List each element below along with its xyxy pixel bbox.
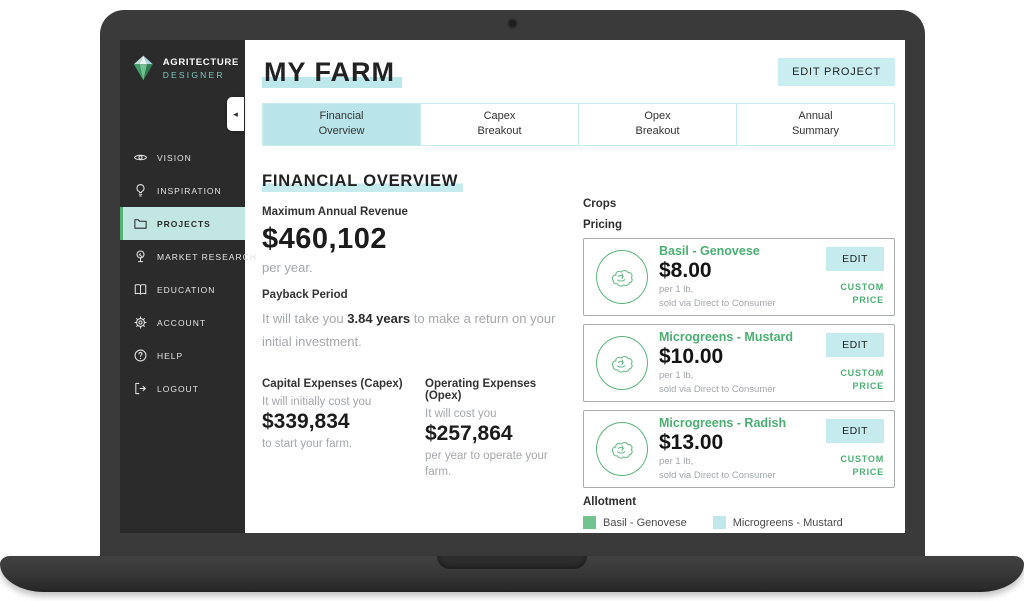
edit-crop-button[interactable]: EDIT (826, 247, 884, 272)
crop-plant-icon (596, 422, 648, 477)
app-window: AGRITECTURE DESIGNER ◂ VISION (120, 40, 905, 533)
allotment-legend: Basil - Genovese Microgreens - Mustard (583, 516, 895, 530)
crop-price: $13.00 (659, 431, 724, 455)
legend-item: Basil - Genovese (583, 516, 687, 530)
sidebar-item-education[interactable]: EDUCATION (120, 273, 245, 306)
capex-label: Capital Expenses (Capex) (262, 377, 403, 390)
custom-price-badge: CUSTOM PRICE (840, 367, 884, 391)
edit-crop-button[interactable]: EDIT (826, 333, 884, 358)
crop-card-microgreens-mustard: Microgreens - Mustard $10.00 per 1 lb, s… (583, 324, 895, 403)
capex-block: Capital Expenses (Capex) It will initial… (262, 378, 425, 481)
laptop-frame: AGRITECTURE DESIGNER ◂ VISION (100, 10, 925, 558)
question-icon (134, 349, 147, 362)
revenue-amount: $460,102 (262, 223, 387, 256)
sidebar-item-vision[interactable]: VISION (120, 141, 245, 174)
laptop-notch (437, 556, 587, 569)
eye-icon (133, 154, 148, 161)
sidebar-item-label: PROJECTS (157, 218, 211, 229)
crops-section: Crops Pricing (583, 172, 895, 533)
sidebar: AGRITECTURE DESIGNER ◂ VISION (120, 40, 256, 533)
sidebar-item-label: VISION (157, 152, 192, 163)
capex-amount: $339,834 (262, 409, 350, 433)
sidebar-item-market-research[interactable]: MARKET RESEARCH (120, 240, 256, 273)
sidebar-item-label: EDUCATION (157, 284, 216, 295)
edit-crop-button[interactable]: EDIT (826, 419, 884, 444)
crops-label: Crops (583, 198, 617, 211)
logout-icon (135, 382, 146, 395)
crop-card-microgreens-radish: Microgreens - Radish $13.00 per 1 lb, so… (583, 410, 895, 489)
opex-label: Operating Expenses (Opex) (425, 377, 537, 402)
tab-capex-breakout[interactable]: Capex Breakout (421, 104, 579, 146)
tab-opex-breakout[interactable]: Opex Breakout (579, 104, 737, 146)
main-content: MY FARM EDIT PROJECT Financial Overview … (245, 40, 905, 533)
sidebar-item-label: HELP (157, 350, 184, 361)
gear-icon (134, 316, 147, 329)
brand-name: AGRITECTURE (162, 56, 239, 68)
sidebar-collapse-button[interactable]: ◂ (227, 97, 244, 131)
sidebar-item-label: MARKET RESEARCH (157, 251, 257, 262)
sidebar-item-label: INSPIRATION (157, 185, 222, 196)
sidebar-nav: VISION INSPIRATION PROJECTS (120, 141, 256, 405)
lightbulb-icon (136, 184, 145, 197)
custom-price-badge: CUSTOM PRICE (840, 281, 884, 305)
chevron-left-icon: ◂ (233, 108, 238, 119)
tab-annual-summary[interactable]: Annual Summary (737, 104, 894, 146)
section-heading: FINANCIAL OVERVIEW (262, 172, 464, 193)
legend-swatch (583, 516, 596, 530)
brand-logo: AGRITECTURE DESIGNER (120, 40, 245, 83)
page-title: MY FARM (262, 58, 403, 89)
crop-name: Microgreens - Mustard (659, 330, 794, 345)
sidebar-item-projects[interactable]: PROJECTS (120, 207, 245, 240)
allotment-label: Allotment (583, 496, 637, 509)
laptop-base (0, 556, 1024, 592)
opex-amount: $257,864 (425, 421, 513, 445)
opex-block: Operating Expenses (Opex) It will cost y… (425, 378, 565, 481)
tab-bar: Financial Overview Capex Breakout Opex B… (262, 103, 895, 147)
tree-icon (136, 250, 145, 263)
revenue-label: Maximum Annual Revenue (262, 206, 408, 219)
crop-plant-icon (596, 336, 648, 391)
crop-name: Basil - Genovese (659, 244, 760, 259)
crop-plant-icon (596, 250, 648, 305)
crop-price: $8.00 (659, 259, 712, 283)
legend-swatch (712, 516, 726, 530)
sidebar-item-label: ACCOUNT (157, 317, 207, 328)
payback-years: 3.84 years (347, 311, 411, 327)
sidebar-item-help[interactable]: HELP (120, 339, 245, 372)
agritecture-gem-icon (133, 55, 153, 81)
crop-card-basil-genovese: Basil - Genovese $8.00 per 1 lb, sold vi… (583, 238, 895, 317)
folder-icon (134, 219, 147, 229)
crop-price: $10.00 (659, 345, 724, 369)
financial-overview-section: FINANCIAL OVERVIEW Maximum Annual Revenu… (262, 172, 565, 533)
sidebar-item-logout[interactable]: LOGOUT (120, 372, 245, 405)
sidebar-item-label: LOGOUT (157, 383, 199, 394)
revenue-suffix: per year. (262, 260, 313, 276)
brand-tagline: DESIGNER (162, 69, 225, 80)
tab-financial-overview[interactable]: Financial Overview (263, 104, 421, 146)
book-icon (134, 284, 147, 295)
custom-price-badge: CUSTOM PRICE (840, 453, 884, 477)
legend-item: Microgreens - Mustard (712, 516, 843, 530)
pricing-label: Pricing (583, 219, 622, 232)
laptop-camera (507, 18, 518, 29)
crop-name: Microgreens - Radish (659, 416, 787, 431)
sidebar-item-account[interactable]: ACCOUNT (120, 306, 245, 339)
payback-text: It will take you 3.84 years to make a re… (262, 311, 556, 350)
edit-project-button[interactable]: EDIT PROJECT (778, 58, 895, 86)
payback-label: Payback Period (262, 289, 348, 302)
sidebar-item-inspiration[interactable]: INSPIRATION (120, 174, 245, 207)
